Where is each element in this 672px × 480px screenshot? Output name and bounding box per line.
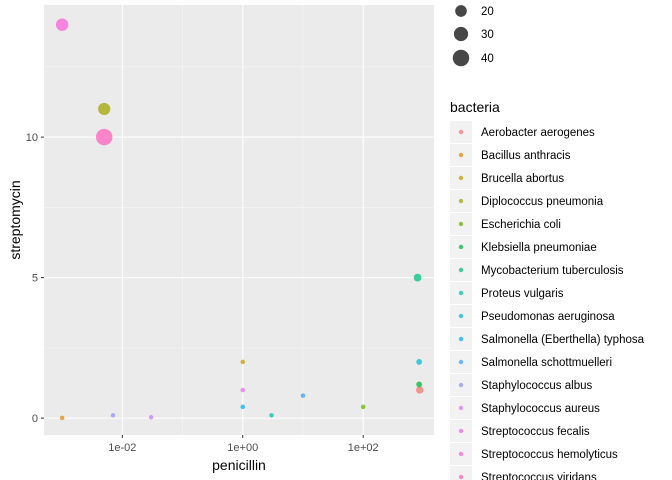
color-legend-key-bg [450, 466, 472, 480]
color-legend-key [458, 290, 464, 296]
data-point [416, 381, 423, 388]
y-tick-label: 0 [32, 413, 38, 425]
color-legend-label: Salmonella schottmuelleri [481, 357, 612, 369]
color-legend-key [458, 129, 464, 135]
data-point [240, 359, 246, 365]
color-legend-label: Streptococcus viridans [481, 472, 597, 480]
color-legend-label: Staphylococcus albus [481, 380, 592, 392]
size-legend-label: 30 [481, 29, 494, 41]
color-legend-key [458, 359, 464, 365]
color-legend-label: Aerobacter aerogenes [481, 127, 595, 139]
color-legend-label: Brucella abortus [481, 173, 564, 185]
plot-panel [44, 5, 434, 435]
color-legend-label: Escherichia coli [481, 219, 561, 231]
color-legend-key [458, 313, 464, 319]
size-legend-key [455, 5, 467, 17]
color-legend-key [458, 336, 464, 342]
data-point [240, 387, 246, 393]
y-axis-title: streptomycin [7, 180, 23, 259]
color-legend-key [458, 451, 464, 457]
size-legend: 20 30 40 [452, 5, 494, 67]
color-legend-label: Salmonella (Eberthella) typhosa [481, 334, 645, 346]
color-legend-label: Bacillus anthracis [481, 150, 571, 162]
data-point [55, 18, 69, 31]
color-legend-key [458, 198, 464, 204]
x-tick-label: 1e+02 [348, 442, 379, 454]
y-tick-label: 5 [32, 273, 38, 285]
x-tick-label: 1e-02 [108, 442, 136, 454]
color-legend-title: bacteria [450, 99, 500, 115]
y-axis-ticks: 0 5 10 [26, 132, 44, 425]
size-legend-label: 40 [481, 53, 494, 65]
data-point [240, 404, 246, 410]
color-legend-label: Pseudomonas aeruginosa [481, 311, 615, 323]
color-legend-key [458, 382, 464, 388]
x-tick-label: 1e+00 [227, 442, 258, 454]
color-legend-label: Diplococcus pneumonia [481, 196, 604, 208]
data-point [59, 415, 65, 421]
color-legend-key [458, 244, 464, 250]
data-point [360, 404, 366, 410]
data-points [55, 18, 424, 421]
color-legend-key [458, 221, 464, 227]
color-legend-key [458, 428, 464, 434]
color-legend-key [458, 474, 464, 480]
x-axis-ticks: 1e-02 1e+00 1e+02 [108, 435, 379, 454]
size-legend-key [453, 26, 469, 42]
color-legend-key [458, 152, 464, 158]
color-legend-key [458, 405, 464, 411]
size-legend-key [452, 49, 470, 67]
color-legend-label: Mycobacterium tuberculosis [481, 265, 624, 277]
data-point [416, 359, 423, 365]
data-point [269, 413, 274, 418]
color-legend-key [458, 175, 464, 181]
color-legend-label: Streptococcus hemolyticus [481, 449, 618, 461]
data-point [300, 393, 306, 398]
color-legend: Aerobacter aerogenes Bacillus anthracis Br… [450, 121, 645, 480]
data-point [413, 273, 422, 282]
data-point [148, 415, 154, 420]
data-point [110, 413, 116, 418]
data-point [98, 102, 111, 116]
color-legend-label: Staphylococcus aureus [481, 403, 600, 415]
data-point [95, 128, 113, 146]
data-point [416, 386, 424, 394]
color-legend-label: Proteus vulgaris [481, 288, 564, 300]
size-legend-label: 20 [481, 6, 494, 18]
y-tick-label: 10 [26, 132, 38, 144]
color-legend-label: Klebsiella pneumoniae [481, 242, 597, 254]
color-legend-label: Streptococcus fecalis [481, 426, 590, 438]
color-legend-key [458, 267, 464, 273]
x-axis-title: penicillin [212, 457, 266, 473]
